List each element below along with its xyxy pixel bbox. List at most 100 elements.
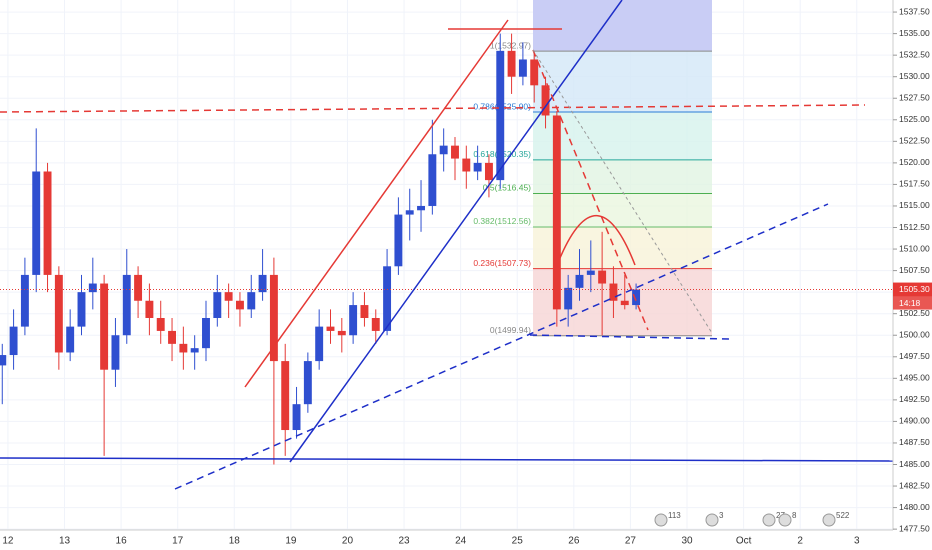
red-dashed-drop (532, 49, 649, 331)
y-tick-label: 1520.00 (899, 157, 930, 167)
y-tick-label: 1515.00 (899, 200, 930, 210)
candle-body (473, 162, 482, 172)
candle-body (168, 330, 176, 344)
candle-body (202, 318, 210, 349)
countdown-box (893, 296, 932, 310)
candle-body (371, 318, 380, 331)
candle-body (100, 283, 109, 370)
x-tick-label: 25 (512, 536, 524, 547)
candle-body (292, 404, 301, 431)
candle-body (66, 326, 75, 353)
x-tick-label: 26 (568, 536, 580, 547)
x-tick-label: 20 (342, 536, 354, 547)
candle-body (586, 270, 595, 275)
event-icon (778, 513, 792, 527)
red-dashed-resistance (0, 104, 866, 113)
fib-band (533, 51, 712, 113)
x-tick-label: 24 (455, 536, 467, 547)
fib-band (533, 226, 712, 269)
candle-body (303, 361, 312, 405)
candle-body (337, 330, 346, 336)
candle-body (530, 59, 539, 86)
candle-body (632, 289, 641, 306)
y-tick-label: 1530.00 (899, 71, 930, 81)
candle-body (326, 326, 335, 331)
event-label: 113 (668, 511, 681, 520)
y-tick-label: 1522.50 (899, 136, 930, 146)
blue-channel (289, 0, 623, 463)
candle-body (439, 145, 448, 155)
y-tick-label: 1512.50 (899, 222, 930, 232)
event-icon (762, 513, 776, 527)
candle-body (428, 154, 437, 206)
fib-label: 0(1499.94) (490, 325, 531, 335)
y-tick-label: 1502.50 (899, 308, 930, 318)
x-tick-label: Oct (736, 536, 752, 547)
candle-body (258, 274, 267, 293)
x-tick-label: 16 (116, 536, 128, 547)
last-price-box (893, 282, 932, 297)
candle-body (43, 171, 52, 275)
red-arc (559, 215, 636, 266)
y-tick-label: 1510.00 (899, 243, 930, 253)
countdown-label: 14:18 (899, 298, 921, 308)
y-tick-label: 1500.00 (899, 329, 930, 339)
fib-band (533, 112, 712, 160)
candle-body (134, 274, 143, 301)
fib-label: 0.5(1516.45) (483, 183, 531, 193)
fib-band (533, 193, 712, 227)
candle-body (405, 210, 414, 215)
candle-body (20, 274, 29, 327)
drawings (0, 0, 893, 490)
y-tick-label: 1527.50 (899, 92, 930, 102)
x-tick-label: 13 (59, 536, 71, 547)
fib-label: 0.382(1512.56) (473, 216, 531, 226)
y-tick-label: 1497.50 (899, 351, 930, 361)
candle-body (190, 348, 199, 353)
y-tick-label: 1480.00 (899, 502, 930, 512)
y-tick-label: 1535.00 (899, 28, 930, 38)
candle-body (88, 283, 97, 293)
x-tick-label: 30 (681, 536, 693, 547)
x-tick-label: 27 (625, 536, 637, 547)
candle-body (54, 274, 63, 353)
red-channel (244, 19, 509, 388)
candle-body (496, 50, 505, 181)
candle-body (179, 343, 188, 353)
grid (0, 0, 893, 530)
candle-body (0, 355, 7, 366)
x-tick-label: 23 (398, 536, 410, 547)
candle-body (247, 292, 256, 310)
candle-body (552, 115, 561, 310)
event-icon (705, 513, 719, 527)
fib-label: 0.236(1507.73) (473, 258, 531, 268)
candle-body (9, 326, 18, 356)
event-icon (654, 513, 668, 527)
blue-support (0, 457, 893, 462)
y-tick-label: 1485.00 (899, 459, 930, 469)
candle-body (360, 305, 369, 318)
candle-body (156, 318, 165, 331)
x-tick-label: 19 (285, 536, 297, 547)
fib-retracement: 1(1532.97)0.786(1525.90)0.618(1520.35)0.… (473, 0, 712, 337)
candle-body (462, 158, 471, 172)
last-price-label: 1505.30 (899, 284, 930, 294)
candle-body (564, 287, 573, 310)
x-tick-label: 3 (854, 536, 860, 547)
gray-dotted (532, 49, 713, 334)
x-tick-label: 12 (2, 536, 14, 547)
fib-band (533, 159, 712, 194)
candle-body (281, 361, 290, 431)
candle-body (518, 59, 527, 77)
candle-body (417, 205, 425, 211)
event-label: 522 (836, 511, 850, 520)
candle-body (111, 335, 120, 370)
candle-body (484, 162, 493, 181)
fib-label: 1(1532.97) (490, 40, 531, 50)
candle-body (122, 274, 131, 336)
candle-body (620, 300, 629, 306)
candle-body (235, 300, 244, 310)
event-label: 8 (792, 511, 797, 520)
